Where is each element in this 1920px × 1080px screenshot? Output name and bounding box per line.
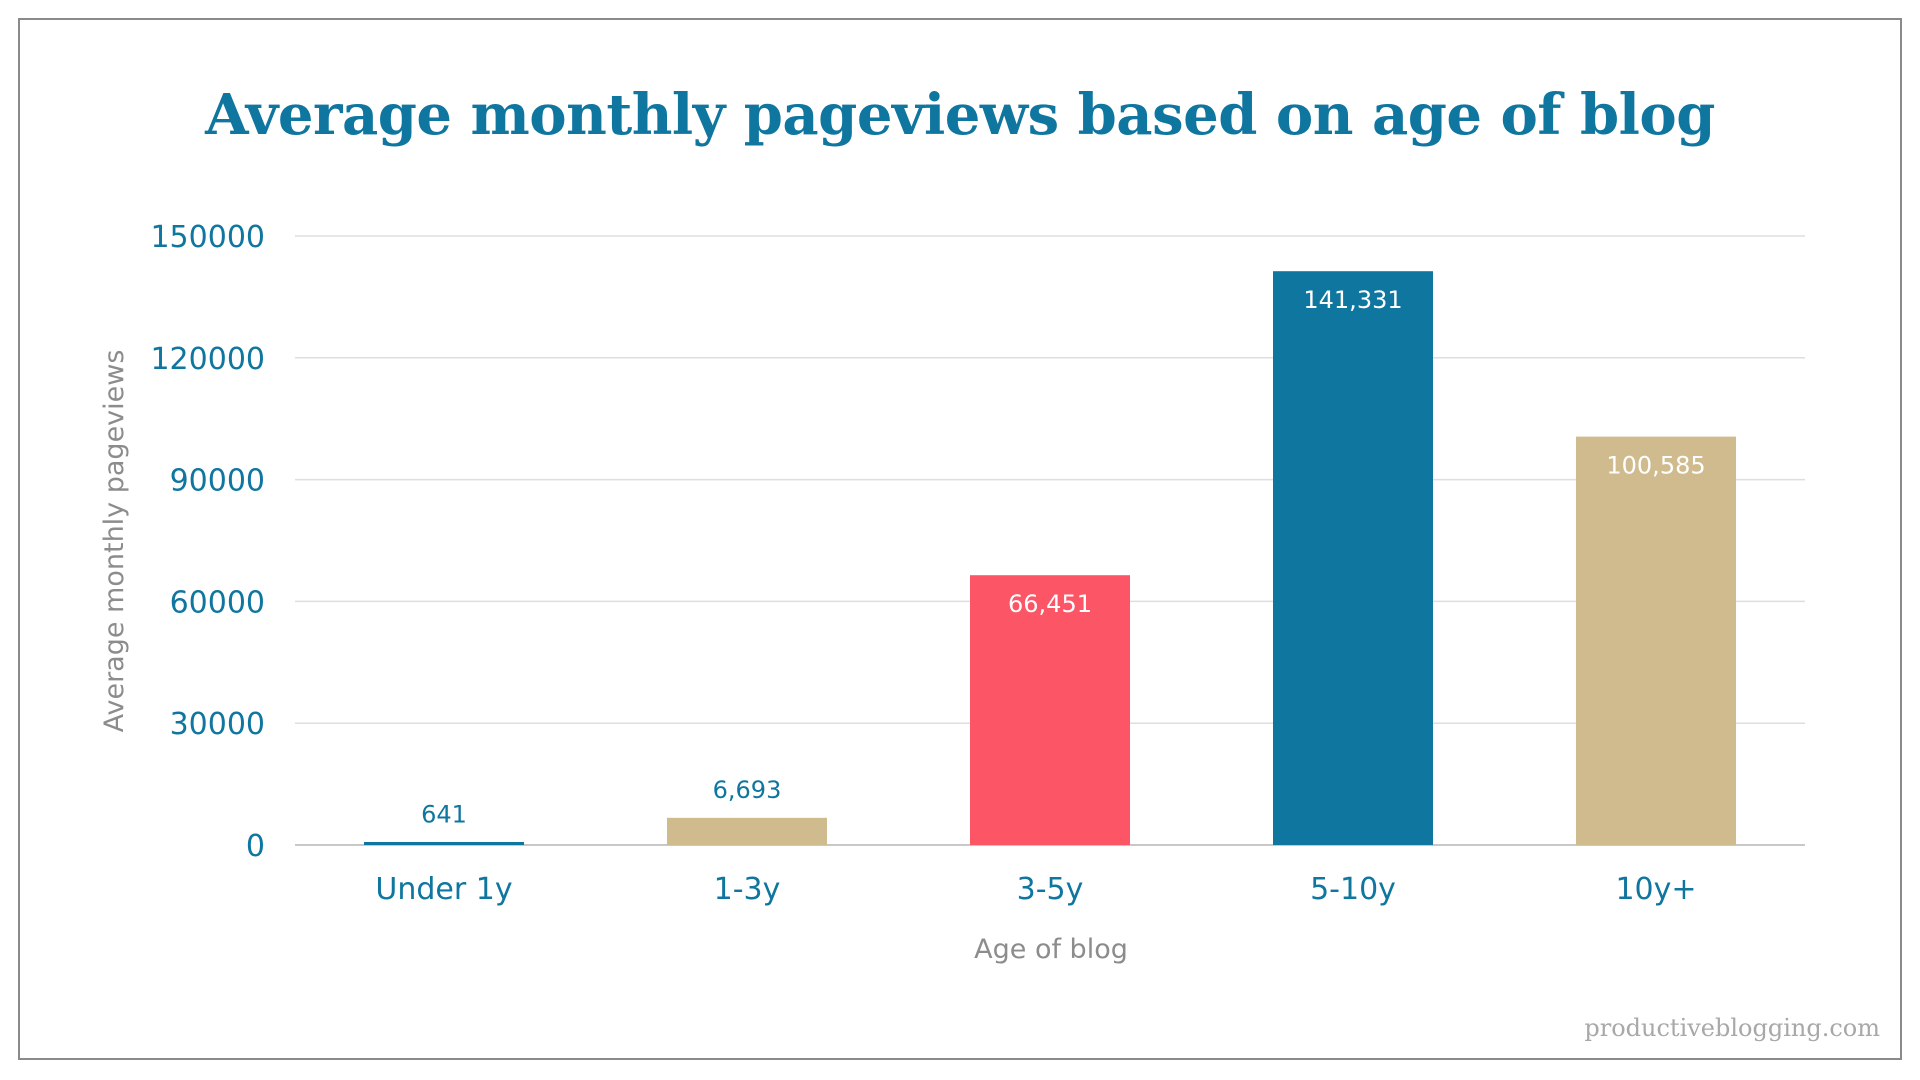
bar	[1273, 271, 1433, 845]
bar-data-label: 100,585	[1606, 452, 1705, 480]
x-category-label: 1-3y	[714, 872, 781, 907]
y-tick-label: 90000	[170, 464, 265, 499]
bar	[364, 842, 524, 845]
y-tick-label: 120000	[150, 342, 265, 377]
bar	[970, 575, 1130, 845]
y-tick-label: 150000	[150, 220, 265, 255]
x-category-label: 5-10y	[1310, 872, 1396, 907]
bar-data-label: 141,331	[1303, 286, 1402, 314]
chart-title: Average monthly pageviews based on age o…	[205, 82, 1715, 148]
bar	[1576, 436, 1736, 845]
x-axis-categories: Under 1y 1-3y 3-5y 5-10y 10y+	[375, 872, 1696, 907]
x-category-label: 10y+	[1615, 872, 1696, 907]
x-category-label: 3-5y	[1017, 872, 1084, 907]
y-tick-label: 30000	[170, 707, 265, 742]
x-axis-title: Age of blog	[974, 934, 1128, 965]
bar-data-label: 66,451	[1008, 590, 1092, 618]
watermark: productiveblogging.com	[1584, 1014, 1880, 1042]
bar-data-label: 6,693	[713, 776, 782, 804]
y-axis-ticks: 0 30000 60000 90000 120000 150000	[150, 220, 265, 864]
y-axis-title: Average monthly pageviews	[99, 350, 130, 733]
x-category-label: Under 1y	[375, 872, 512, 907]
bar-data-label: 641	[421, 800, 467, 828]
y-tick-label: 60000	[170, 585, 265, 620]
bar	[667, 817, 827, 845]
y-tick-label: 0	[246, 829, 265, 864]
bars: 641 6,693 66,451 141,331 100,585	[364, 271, 1736, 845]
